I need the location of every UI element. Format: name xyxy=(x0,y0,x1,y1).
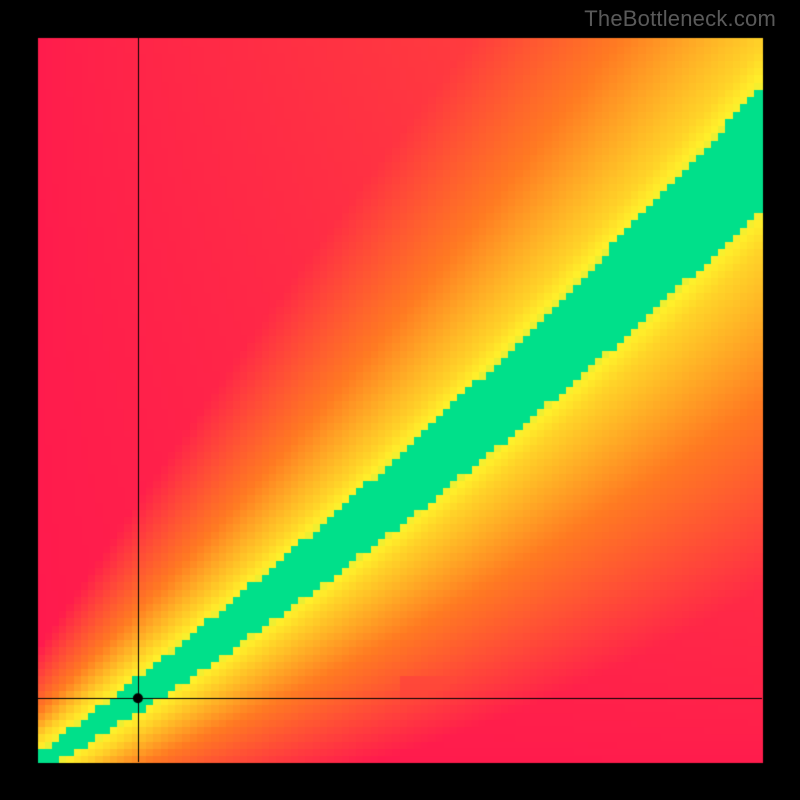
watermark-text: TheBottleneck.com xyxy=(584,6,776,32)
heatmap-canvas xyxy=(0,0,800,800)
chart-container: TheBottleneck.com xyxy=(0,0,800,800)
